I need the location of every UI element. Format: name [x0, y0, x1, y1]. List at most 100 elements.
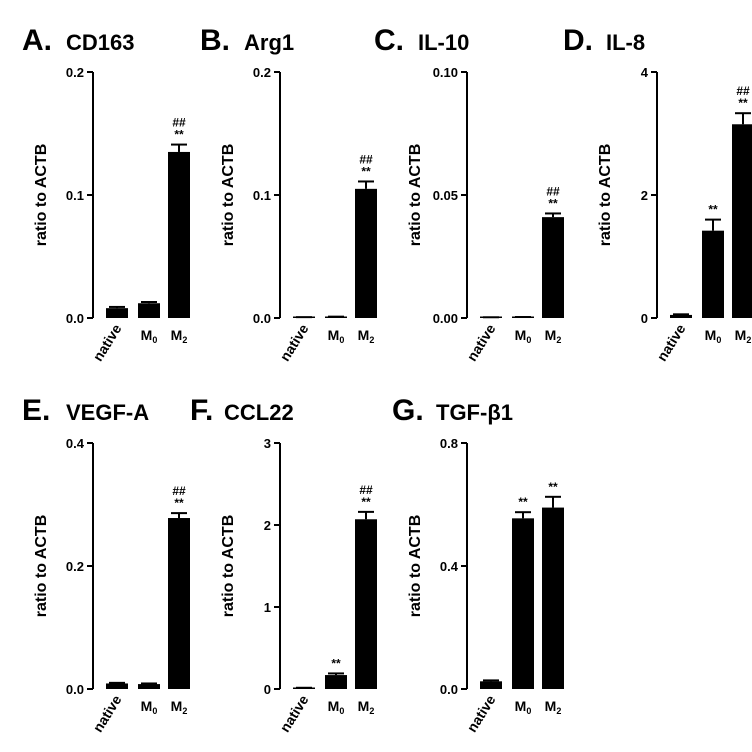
significance-label-2: ## — [736, 84, 750, 98]
x-tick-label: M2 — [735, 327, 752, 345]
x-tick-label: native — [464, 321, 499, 364]
y-tick-label: 0.0 — [440, 682, 458, 697]
y-tick-label: 0.2 — [253, 65, 271, 80]
bar — [138, 684, 160, 689]
panel-title: VEGF-A — [66, 400, 149, 425]
y-axis-title: ratio to ACTB — [33, 515, 50, 618]
x-tick-label: M0 — [141, 698, 158, 716]
x-tick-label: M0 — [705, 327, 722, 345]
significance-label: ** — [361, 495, 371, 509]
x-tick-label: native — [654, 321, 689, 364]
x-tick-label: native — [464, 692, 499, 735]
x-tick-label: native — [90, 692, 125, 735]
y-tick-label: 0.2 — [66, 65, 84, 80]
panel-0: A. CD163 0.0 0.1 0.2 ratio to ACTB native M0 **#… — [22, 24, 190, 364]
bar — [512, 518, 534, 689]
panel-title: TGF-β1 — [436, 400, 513, 425]
significance-label: ** — [548, 196, 558, 210]
x-tick-label: M0 — [328, 698, 345, 716]
panel-title: CCL22 — [224, 400, 294, 425]
y-tick-label: 0.1 — [66, 188, 84, 203]
panel-6: G. TGF-β1 0.0 0.4 0.8 ratio to ACTB native ** M0… — [392, 394, 564, 735]
y-axis-title: ratio to ACTB — [407, 144, 424, 247]
panel-letter: C. — [374, 24, 404, 57]
y-tick-label: 0.2 — [66, 559, 84, 574]
y-tick-label: 4 — [641, 65, 649, 80]
y-tick-label: 0.00 — [433, 311, 458, 326]
y-axis-title: ratio to ACTB — [33, 144, 50, 247]
x-tick-label: M2 — [358, 327, 375, 345]
panel-2: C. IL-10 0.00 0.05 0.10 ratio to ACTB native M0… — [374, 24, 564, 364]
x-tick-label: native — [90, 321, 125, 364]
significance-label: ** — [518, 495, 528, 509]
panel-letter: G. — [392, 394, 424, 427]
x-tick-label: native — [277, 692, 312, 735]
panel-letter: A. — [22, 24, 52, 57]
y-tick-label: 1 — [264, 600, 271, 615]
y-tick-label: 0.05 — [433, 188, 458, 203]
panel-1: B. Arg1 0.0 0.1 0.2 ratio to ACTB native M0 **##… — [200, 24, 377, 364]
significance-label: ** — [708, 203, 718, 217]
x-tick-label: M2 — [545, 698, 562, 716]
significance-label-2: ## — [172, 116, 186, 130]
bar — [168, 518, 190, 689]
bar — [355, 188, 377, 318]
bar — [106, 683, 128, 689]
x-tick-label: M0 — [328, 327, 345, 345]
y-tick-label: 0.0 — [253, 311, 271, 326]
significance-label: ** — [548, 480, 558, 494]
panel-letter: B. — [200, 24, 230, 57]
y-tick-label: 0.1 — [253, 188, 271, 203]
bar — [168, 151, 190, 318]
x-tick-label: M0 — [515, 698, 532, 716]
significance-label: ** — [331, 656, 341, 670]
significance-label-2: ## — [359, 152, 373, 166]
x-tick-label: M2 — [171, 698, 188, 716]
y-tick-label: 2 — [264, 518, 271, 533]
y-tick-label: 0 — [641, 311, 648, 326]
bar — [702, 230, 724, 318]
significance-label: ** — [174, 128, 184, 142]
panel-title: CD163 — [66, 30, 134, 55]
y-tick-label: 2 — [641, 188, 648, 203]
bar — [138, 303, 160, 318]
panel-title: IL-8 — [606, 30, 645, 55]
y-axis-title: ratio to ACTB — [220, 515, 237, 618]
bar — [542, 507, 564, 689]
significance-label-2: ## — [172, 484, 186, 498]
y-tick-label: 0.0 — [66, 311, 84, 326]
panel-title: Arg1 — [244, 30, 294, 55]
y-tick-label: 0.8 — [440, 436, 458, 451]
y-tick-label: 0.4 — [66, 436, 85, 451]
significance-label: ** — [174, 496, 184, 510]
significance-label-2: ## — [359, 483, 373, 497]
bar — [670, 314, 692, 318]
x-tick-label: M2 — [171, 327, 188, 345]
y-tick-label: 0.0 — [66, 682, 84, 697]
bar — [542, 217, 564, 318]
panel-letter: D. — [563, 24, 593, 57]
x-tick-label: M2 — [358, 698, 375, 716]
y-tick-label: 0 — [264, 682, 271, 697]
panel-title: IL-10 — [418, 30, 469, 55]
y-axis-title: ratio to ACTB — [597, 144, 614, 247]
bar — [355, 519, 377, 689]
x-tick-label: native — [277, 321, 312, 364]
panel-4: E. VEGF-A 0.0 0.2 0.4 ratio to ACTB native M0 **… — [22, 394, 190, 735]
y-tick-label: 0.10 — [433, 65, 458, 80]
y-axis-title: ratio to ACTB — [220, 144, 237, 247]
panel-letter: F. — [190, 394, 213, 427]
x-tick-label: M0 — [515, 327, 532, 345]
bar — [325, 675, 347, 689]
y-tick-label: 0.4 — [440, 559, 459, 574]
x-tick-label: M2 — [545, 327, 562, 345]
significance-label: ** — [738, 96, 748, 110]
y-tick-label: 3 — [264, 436, 271, 451]
significance-label-2: ## — [546, 184, 560, 198]
significance-label: ** — [361, 164, 371, 178]
bar — [732, 124, 752, 319]
bar — [106, 308, 128, 318]
